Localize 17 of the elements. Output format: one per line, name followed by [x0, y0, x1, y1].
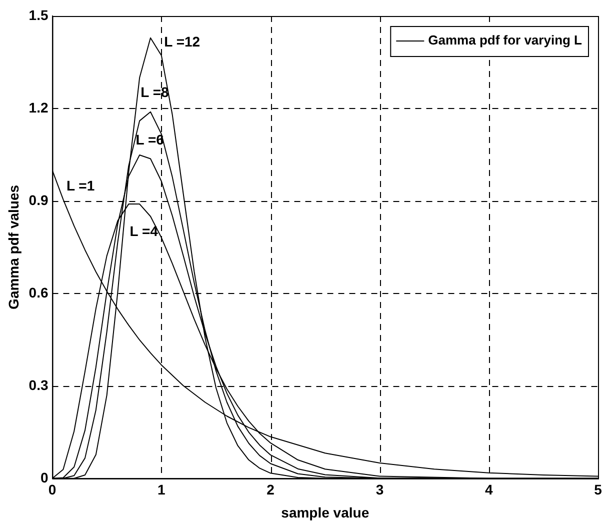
x-tick-label: 3 [376, 482, 384, 498]
x-tick-label: 1 [158, 482, 166, 498]
x-tick-label: 5 [594, 482, 602, 498]
x-tick-label: 4 [484, 482, 493, 498]
annotation: L =12 [164, 34, 200, 50]
x-axis-title: sample value [281, 504, 370, 520]
x-tick-label: 2 [266, 482, 275, 498]
annotation: L =1 [66, 177, 95, 194]
y-tick-label: 0.6 [28, 284, 48, 300]
y-tick-label: 1.5 [28, 6, 48, 23]
annotation: L =4 [130, 222, 158, 239]
y-tick-label: 0.9 [28, 192, 48, 208]
y-tick-label: 0.3 [28, 376, 48, 393]
y-tick-label: 0 [40, 469, 48, 486]
y-axis-title: Gamma pdf values [5, 184, 22, 310]
y-tick-label: 1.2 [28, 99, 48, 116]
legend-label: Gamma pdf for varying L [428, 32, 582, 48]
